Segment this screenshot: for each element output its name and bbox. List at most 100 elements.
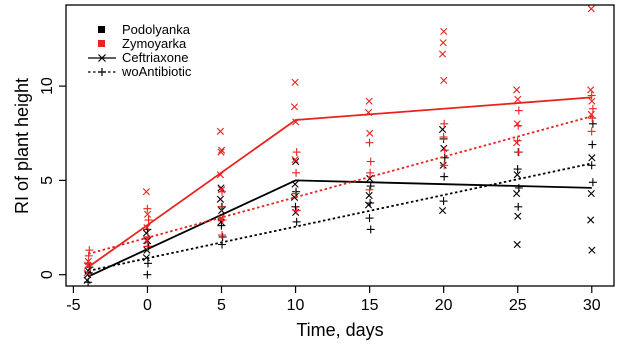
legend-label-ceftriaxone: Ceftriaxone	[122, 50, 188, 65]
x-tick-label: 20	[435, 297, 453, 314]
legend-label-woantibiotic: woAntibiotic	[121, 64, 192, 79]
plus-marker	[291, 202, 300, 211]
x-marker	[587, 190, 595, 198]
legend-label-podolyanka: Podolyanka	[122, 22, 191, 37]
legend-label-zymoyarka: Zymoyarka	[122, 36, 187, 51]
plus-marker	[218, 232, 227, 241]
plus-marker	[366, 168, 375, 177]
legend-swatch-podolyanka	[98, 26, 105, 33]
plus-marker	[292, 148, 301, 157]
plot-marks	[83, 5, 597, 287]
plus-marker	[217, 221, 226, 230]
x-marker	[514, 212, 522, 220]
x-marker	[291, 78, 299, 86]
x-marker	[217, 184, 225, 192]
x-marker	[143, 223, 151, 232]
series-zymoyarka-woantibiotic	[84, 91, 597, 268]
plus-marker	[587, 161, 596, 170]
plus-marker	[588, 178, 597, 187]
plus-marker	[588, 114, 597, 123]
x-tick-label: 30	[583, 297, 601, 314]
x-marker	[365, 191, 373, 200]
y-axis: 0 5 10	[39, 77, 66, 279]
plus-marker	[365, 185, 374, 194]
plus-marker	[588, 140, 597, 149]
plus-marker	[588, 104, 597, 113]
plus-marker	[514, 148, 523, 157]
x-marker	[513, 240, 521, 249]
plus-marker	[587, 91, 596, 100]
trend-line-podolyanka-ceftriaxone	[87, 179, 592, 278]
x-axis: -5 0 5 10 15 20 25 30	[66, 286, 601, 314]
plus-marker	[143, 204, 152, 213]
plus-marker	[218, 215, 227, 224]
x-marker	[587, 5, 595, 13]
plus-marker	[291, 189, 300, 198]
plus-marker	[84, 259, 93, 268]
x-marker	[513, 171, 521, 179]
plus-marker	[588, 119, 597, 128]
x-tick-label: 10	[287, 297, 305, 314]
plus-marker	[514, 202, 523, 211]
legend-marker-ceftriaxone	[98, 54, 106, 62]
plus-marker	[513, 136, 522, 145]
x-marker	[440, 27, 448, 35]
x-marker	[290, 103, 299, 111]
plus-marker	[439, 197, 448, 206]
x-marker	[588, 154, 596, 162]
x-marker	[218, 146, 226, 154]
y-tick-label: 5	[39, 176, 56, 185]
x-marker	[366, 129, 374, 137]
x-marker	[438, 125, 447, 134]
plus-marker	[366, 225, 375, 234]
legend-marker-woantibiotic	[98, 68, 106, 76]
series-zymoyarka-ceftriaxone	[83, 5, 596, 277]
plus-marker	[366, 182, 375, 191]
y-tick-label: 0	[39, 270, 56, 279]
plus-marker	[587, 127, 596, 136]
plus-marker	[217, 202, 226, 211]
plus-marker	[514, 183, 523, 192]
plus-marker	[292, 206, 301, 215]
x-marker	[292, 157, 300, 166]
x-marker	[588, 246, 596, 254]
plus-marker	[440, 146, 449, 155]
x-marker	[587, 216, 595, 224]
y-axis-title: RI of plant height	[12, 78, 32, 214]
plus-marker	[365, 138, 374, 147]
plus-marker	[218, 231, 227, 240]
x-marker	[216, 127, 225, 135]
plus-marker	[143, 270, 152, 279]
plus-marker	[292, 168, 301, 177]
x-marker	[291, 156, 299, 164]
plus-marker	[440, 161, 449, 170]
x-marker	[438, 206, 447, 215]
x-marker	[366, 174, 374, 183]
x-marker	[513, 86, 521, 94]
plus-marker	[514, 121, 523, 130]
trend-line-zymoyarka-woantibiotic	[87, 115, 593, 255]
x-marker	[514, 95, 522, 103]
x-tick-label: 15	[361, 297, 379, 314]
x-marker	[439, 39, 447, 47]
plot-frame	[65, 4, 615, 287]
plus-marker	[292, 187, 301, 196]
legend: Podolyanka Zymoyarka Ceftriaxone woAntib…	[88, 22, 192, 79]
plus-marker	[292, 217, 301, 226]
x-marker	[217, 148, 225, 156]
plus-marker	[143, 242, 152, 251]
x-marker	[588, 97, 596, 105]
plus-marker	[365, 214, 374, 223]
plus-marker	[439, 133, 448, 142]
plus-marker	[514, 106, 523, 115]
x-marker	[142, 188, 150, 196]
x-tick-label: -5	[66, 297, 80, 314]
plus-marker	[218, 187, 227, 196]
y-tick-label: 10	[39, 77, 56, 95]
plus-marker	[440, 172, 449, 181]
x-marker	[216, 195, 225, 203]
plus-marker	[366, 199, 375, 208]
plus-marker	[366, 157, 375, 166]
x-marker	[83, 269, 91, 277]
